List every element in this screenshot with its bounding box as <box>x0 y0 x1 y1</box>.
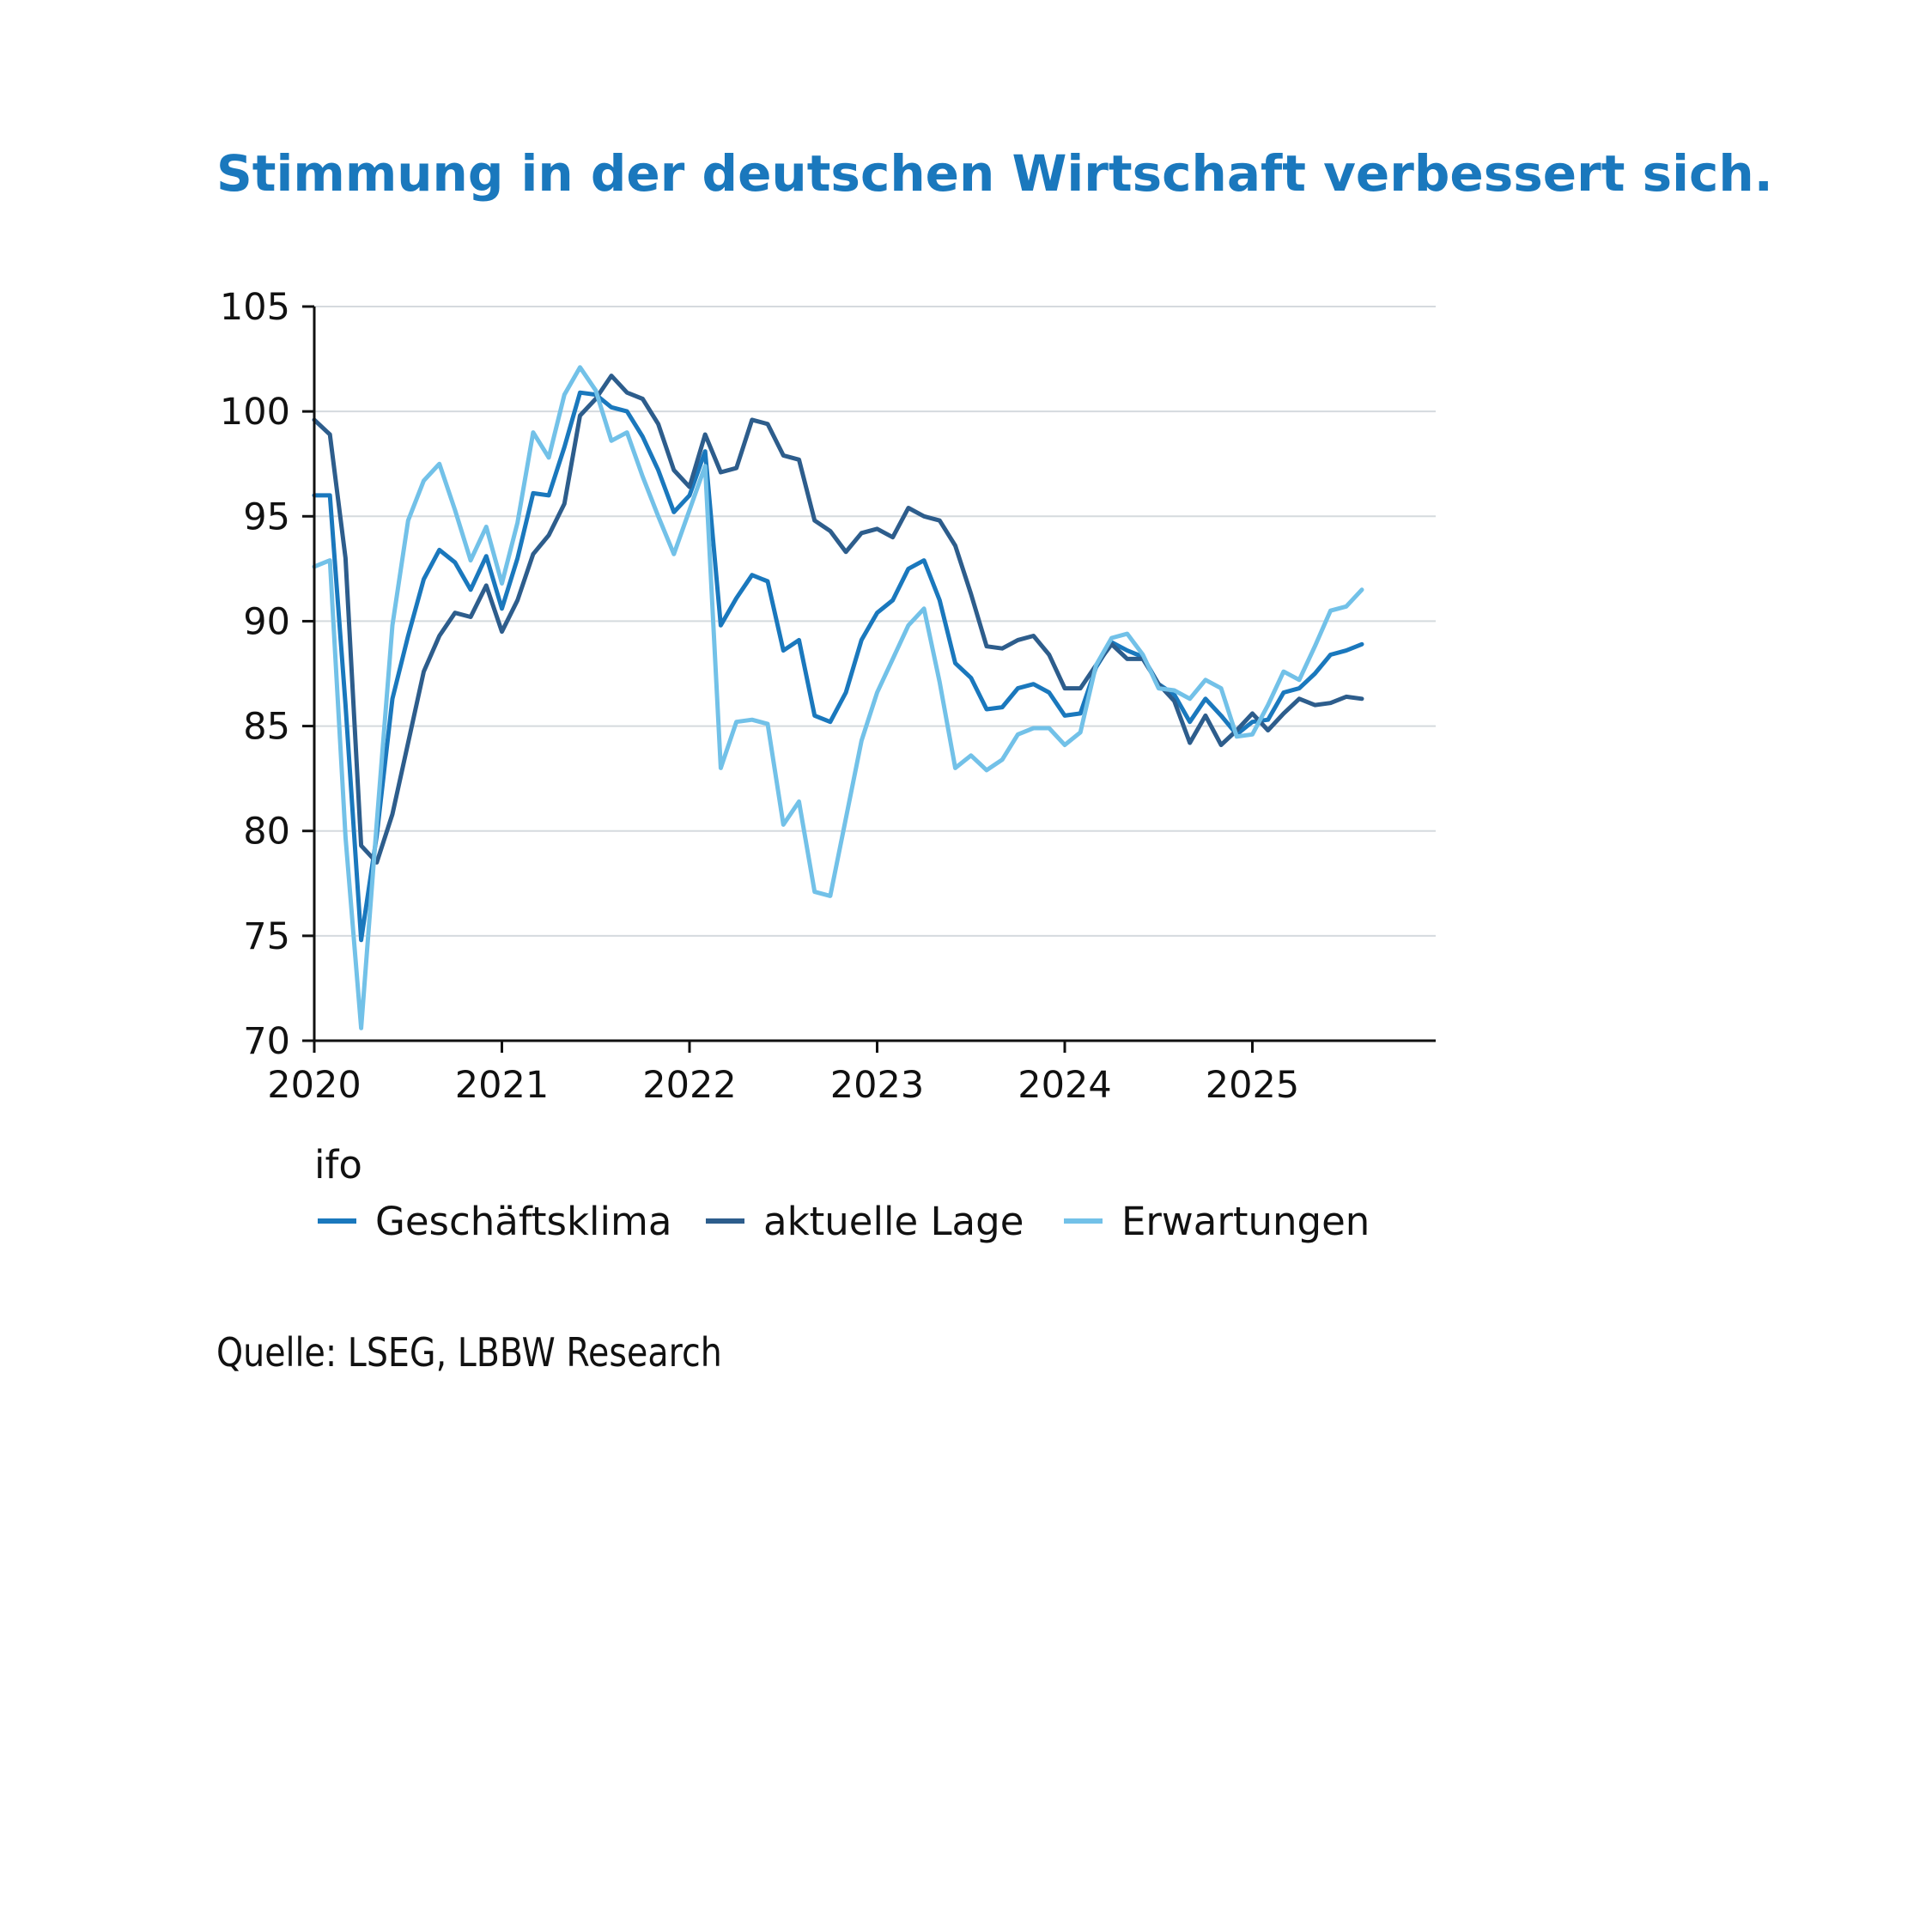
series-lines <box>312 365 1364 1030</box>
legend-title: ifo <box>314 1142 362 1188</box>
legend: ifo Geschäftsklima aktuelle Lage Erwartu… <box>314 1142 1370 1244</box>
y-tick-label-75: 75 <box>243 915 290 958</box>
y-tick-label-90: 90 <box>243 600 290 643</box>
x-tick-label-2025: 2025 <box>1206 1064 1299 1107</box>
legend-item-geschaeftsklima[interactable]: Geschäftsklima <box>318 1199 671 1244</box>
legend-label-geschaeftsklima: Geschäftsklima <box>375 1199 671 1244</box>
legend-label-erwartungen: Erwartungen <box>1121 1199 1370 1244</box>
series-line-geschaeftsklima <box>312 390 1364 943</box>
x-tick-label-2021: 2021 <box>455 1064 549 1107</box>
axes <box>313 307 1436 1042</box>
chart-title: Stimmung in der deutschen Wirtschaft ver… <box>216 144 1773 203</box>
series-line-aktuelle-lage <box>312 374 1364 865</box>
x-tick-label-2024: 2024 <box>1018 1064 1111 1107</box>
x-tick-label-2023: 2023 <box>830 1064 924 1107</box>
y-tick-label-100: 100 <box>220 391 290 434</box>
gridlines <box>314 306 1436 937</box>
x-tick-label-2022: 2022 <box>642 1064 736 1107</box>
y-tick-label-70: 70 <box>243 1020 290 1063</box>
source-note: Quelle: LSEG, LBBW Research <box>216 1329 722 1376</box>
legend-label-aktuelle-lage: aktuelle Lage <box>763 1199 1024 1244</box>
y-tick-label-105: 105 <box>220 286 290 329</box>
y-ticks: 70 75 80 85 90 95 100 105 <box>220 286 314 1063</box>
x-ticks: 2020 2021 2022 2023 2024 2025 <box>267 1041 1299 1107</box>
x-tick-label-2020: 2020 <box>267 1064 361 1107</box>
y-tick-label-85: 85 <box>243 706 290 749</box>
legend-item-erwartungen[interactable]: Erwartungen <box>1064 1199 1370 1244</box>
y-tick-label-80: 80 <box>243 811 290 854</box>
y-tick-label-95: 95 <box>243 495 290 538</box>
series-line-erwartungen <box>312 365 1364 1030</box>
legend-item-aktuelle-lage[interactable]: aktuelle Lage <box>706 1199 1024 1244</box>
